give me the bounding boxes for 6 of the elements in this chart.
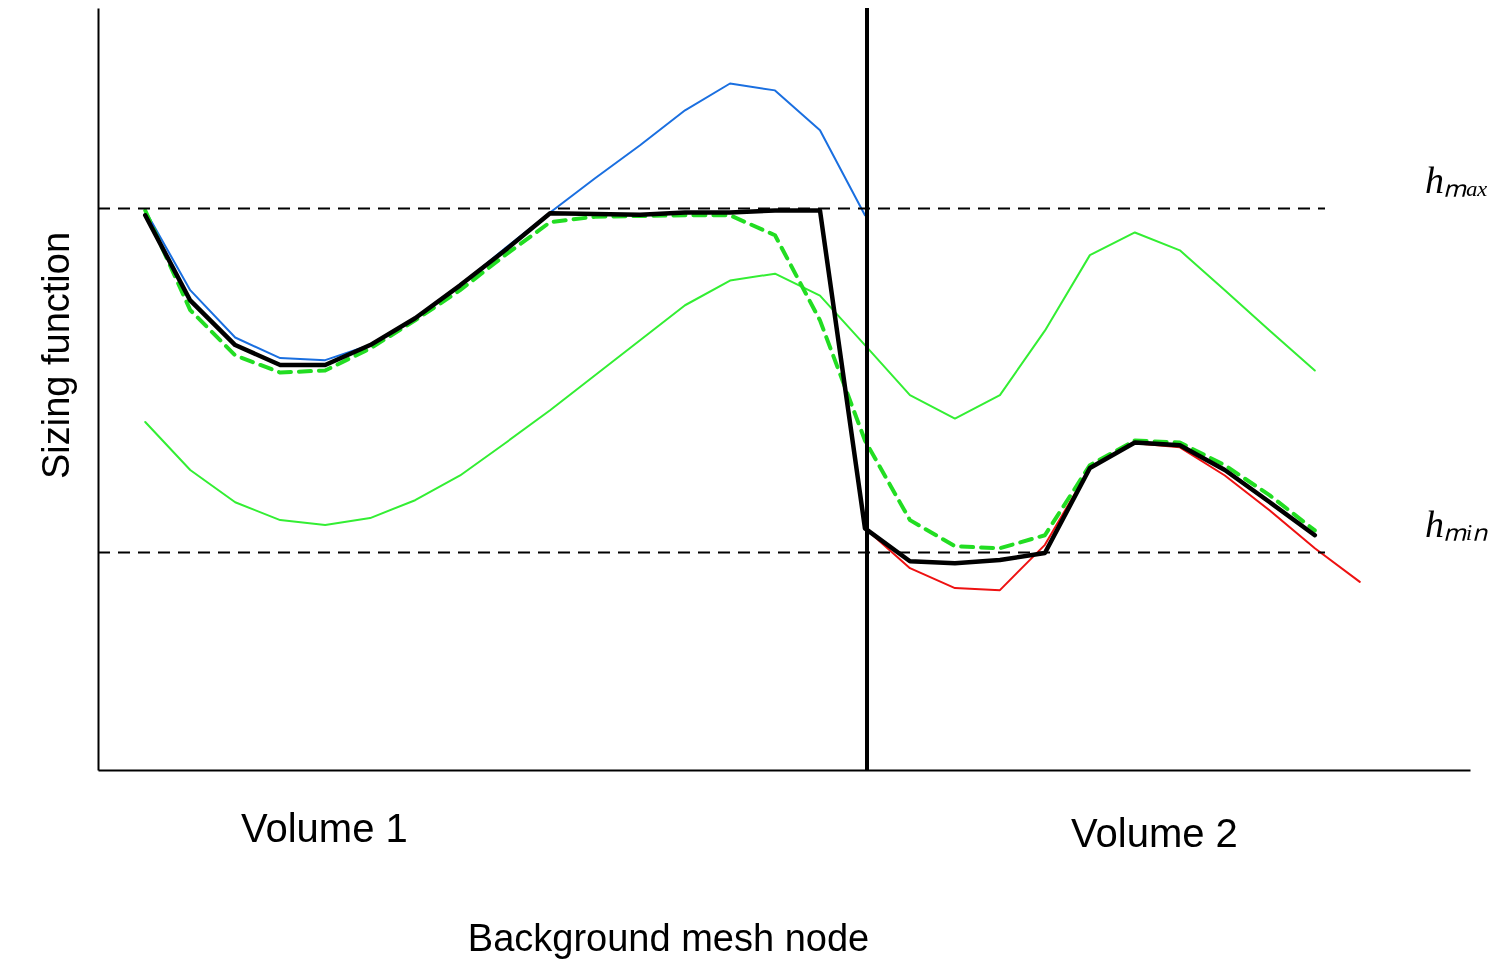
ref-line-label: hₘᵢₙ bbox=[1425, 503, 1489, 546]
ref-line-label: hₘₐₓ bbox=[1425, 159, 1489, 202]
x-axis-title: Background mesh node bbox=[467, 916, 870, 959]
text: Volume 1 bbox=[240, 806, 408, 850]
text: Volume 2 bbox=[1071, 811, 1238, 855]
y-axis-title: Sizing function bbox=[34, 231, 77, 480]
